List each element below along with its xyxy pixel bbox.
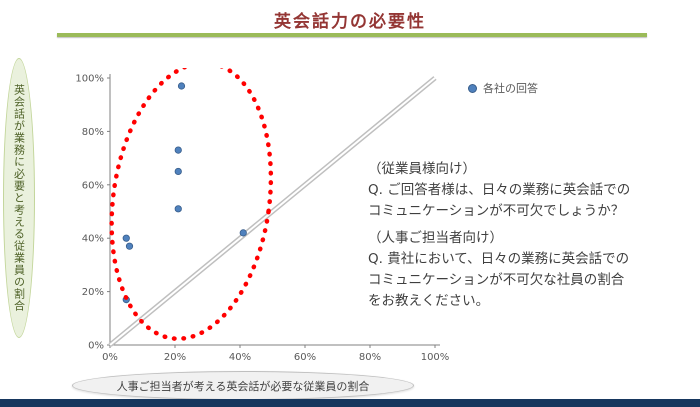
question-text-block: （従業員様向け） Q. ご回答者様は、日々の業務に英会話での コミュニケーション… [368,159,693,312]
y-tick-label: 100% [75,74,104,85]
data-point [174,167,182,176]
diagonal-reference-line-highlight [109,77,436,346]
annotation-header-employee: （従業員様向け） [368,161,476,177]
x-tick-label: 0% [102,352,118,363]
scatter-chart: 0% 20% 40% 60% 80% 100% 0% 20% 40% 60% 80% 100% [75,68,450,363]
data-point [239,229,247,237]
data-point [125,242,134,250]
y-tick-label: 80% [82,127,104,138]
data-point [174,205,182,213]
footer-bar [0,399,700,407]
x-tick-label: 40% [229,352,251,363]
data-point [174,146,182,154]
data-point [177,82,186,90]
x-tick-label: 60% [294,352,316,363]
y-tick-label: 0% [88,341,104,352]
title-underline [57,33,647,37]
annotation-question-hr-3: をお教えください。 [368,293,490,309]
data-point [122,234,130,242]
annotation-question-hr-1: Q. 貴社において、日々の業務に英会話での [368,251,630,267]
x-axis-label: 人事ご担当者が考える英会話が必要な従業員の割合 [116,379,370,393]
legend-label: 各社の回答 [483,82,538,95]
x-tick-label: 80% [359,352,381,363]
highlight-ellipse [109,68,274,341]
annotation-question-hr-2: コミュニケーションが不可欠な社員の割合 [368,272,625,288]
y-axis-label: 英会話が業務に必要と考える従業員の割合 [12,84,26,312]
legend-marker-icon [468,83,477,93]
y-tick-label: 60% [82,180,104,191]
x-axis-label-shape: 人事ご担当者が考える英会話が必要な従業員の割合 [72,371,414,400]
page-title: 英会話力の必要性 [274,12,426,32]
chart-legend: 各社の回答 [468,80,538,96]
y-axis-label-shape: 英会話が業務に必要と考える従業員の割合 [3,58,35,338]
x-tick-label: 100% [421,352,450,363]
annotation-question-employee-2: コミュニケーションが不可欠でしょうか？ [368,203,625,219]
annotation-question-employee-1: Q. ご回答者様は、日々の業務に英会話での [368,182,631,198]
y-tick-label: 40% [82,234,104,245]
x-tick-label: 20% [164,352,186,363]
annotation-header-hr: （人事ご担当者向け） [368,230,503,246]
y-tick-label: 20% [82,287,104,298]
